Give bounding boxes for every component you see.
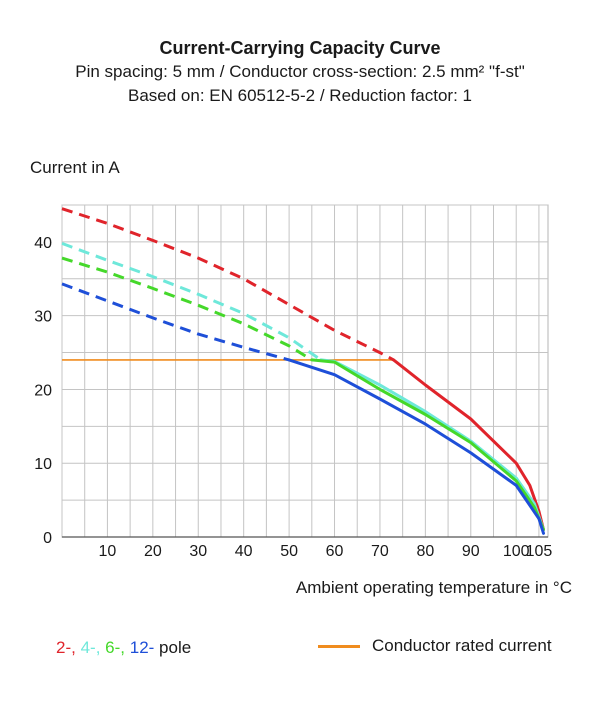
- chart-series: [61, 207, 545, 535]
- title-block: Current-Carrying Capacity Curve Pin spac…: [0, 36, 600, 108]
- legend-pole-series: 2-, 4-, 6-, 12- pole: [56, 638, 191, 658]
- legend-pole-2: 2-,: [56, 638, 76, 657]
- legend-pole-suffix: pole: [159, 638, 192, 657]
- chart-subtitle-2: Based on: EN 60512-5-2 / Reduction facto…: [128, 86, 472, 105]
- x-tick-label: 70: [371, 543, 389, 560]
- series-6pole-solid: [310, 358, 545, 532]
- x-tick-label: 60: [326, 543, 344, 560]
- chart-title: Current-Carrying Capacity Curve: [159, 38, 441, 58]
- x-tick-label: 80: [416, 543, 434, 560]
- x-tick-label: 40: [235, 543, 253, 560]
- x-tick-label: 90: [462, 543, 480, 560]
- legend-rated-label: Conductor rated current: [372, 636, 552, 655]
- x-tick-label: 100: [503, 543, 530, 560]
- legend-pole-4: 4-,: [80, 638, 101, 657]
- y-tick-label: 0: [43, 530, 52, 547]
- series-4pole-dashed: [61, 241, 322, 362]
- legend-pole-12: 12-: [129, 638, 155, 657]
- y-tick-label: 30: [34, 309, 52, 326]
- y-tick-label: 10: [34, 456, 52, 473]
- plot-frame: [61, 204, 549, 538]
- x-axis-label: Ambient operating temperature in °C: [295, 578, 572, 597]
- x-tick-label: 10: [99, 543, 117, 560]
- x-tick-label: 50: [280, 543, 298, 560]
- series-12pole-solid: [287, 358, 545, 535]
- x-tick-label: 30: [189, 543, 207, 560]
- series-12pole-dashed: [61, 282, 290, 362]
- chart-grid: [61, 204, 549, 538]
- legend-pole-6: 6-,: [105, 638, 125, 657]
- x-tick-label: 20: [144, 543, 162, 560]
- series-6pole-dashed: [61, 256, 313, 362]
- chart-subtitle-1: Pin spacing: 5 mm / Conductor cross-sect…: [75, 62, 525, 81]
- series-2pole-dashed: [61, 207, 395, 362]
- legend-rated-current: Conductor rated current: [318, 636, 552, 656]
- legend-rated-swatch: [318, 644, 360, 648]
- y-axis-label: Current in A: [30, 158, 120, 177]
- x-tick-label: 105: [526, 543, 553, 560]
- y-tick-label: 40: [34, 235, 52, 252]
- series-2pole-solid: [392, 358, 545, 532]
- y-tick-label: 20: [34, 382, 52, 399]
